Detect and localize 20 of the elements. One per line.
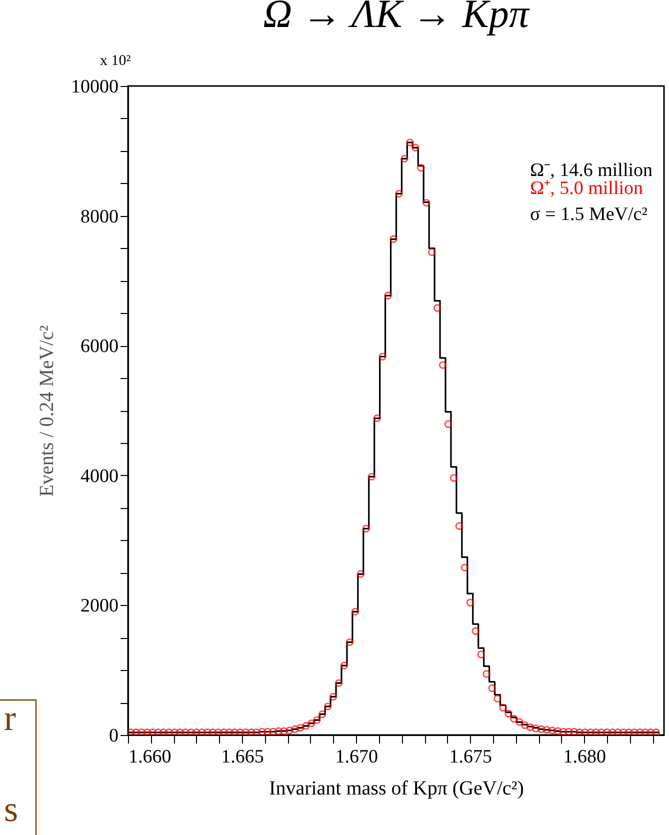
- x-tick-label: 1.660: [128, 746, 172, 768]
- x-tick-label: 1.665: [221, 746, 264, 768]
- y-tick-label: 2000: [80, 596, 118, 617]
- y-tick-label: 10000: [71, 76, 118, 98]
- text: r: [4, 698, 16, 738]
- y-tick-label: 0: [109, 726, 118, 746]
- x-tick-label: 1.675: [449, 746, 492, 768]
- y-tick-label: 6000: [80, 336, 118, 358]
- text: s: [4, 789, 18, 829]
- text: Ω⁺, 5.0 million: [530, 178, 644, 199]
- annotation: σ = 1.5 MeV/c²: [530, 204, 648, 225]
- x-axis-title: Invariant mass of Kpπ (GeV/c²): [269, 778, 524, 800]
- chart-title: Ω → ΛK → Kpπ: [263, 0, 530, 36]
- y-tick-label: 4000: [80, 466, 118, 487]
- x-tick-label: 1.670: [335, 746, 378, 768]
- x-tick-label: 1.680: [563, 746, 606, 768]
- y-axis-title: Events / 0.24 MeV/c²: [36, 325, 58, 497]
- text: x 10²: [100, 53, 132, 69]
- y-tick-label: 8000: [80, 206, 118, 228]
- text: Ω⁻, 14.6 million: [530, 160, 654, 181]
